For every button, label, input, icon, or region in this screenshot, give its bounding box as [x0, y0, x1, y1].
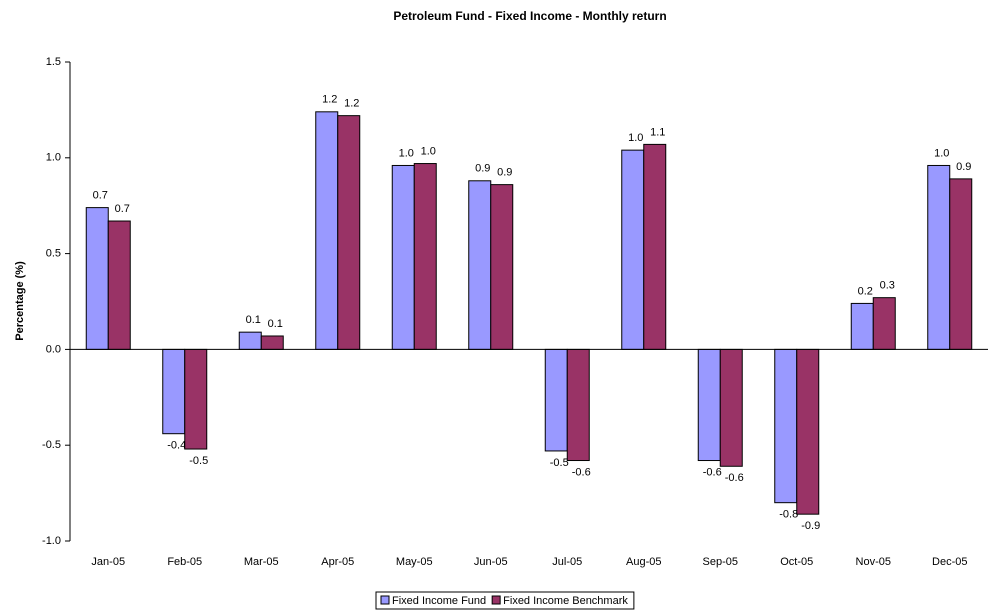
value-label: 0.9	[475, 163, 490, 175]
bar	[949, 178, 973, 350]
bar	[85, 207, 109, 350]
bar	[184, 348, 208, 450]
bar	[544, 348, 568, 452]
value-label: 1.2	[322, 94, 337, 106]
bar	[621, 149, 645, 350]
y-tick-label: -0.5	[42, 439, 61, 451]
bar	[260, 335, 284, 350]
x-tick-label: Jun-05	[474, 556, 508, 568]
bar	[107, 220, 131, 350]
bar	[927, 164, 951, 350]
legend-box	[375, 591, 635, 610]
value-label: 0.1	[246, 314, 261, 326]
value-label: 0.7	[93, 190, 108, 202]
x-tick-label: Feb-05	[167, 556, 202, 568]
y-tick-label: 1.0	[46, 152, 61, 164]
x-tick-label: Jan-05	[91, 556, 125, 568]
value-label: 1.2	[344, 98, 359, 110]
bar	[796, 348, 820, 515]
value-label: -0.5	[189, 455, 208, 467]
bar	[238, 331, 262, 350]
value-label: 1.0	[399, 147, 414, 159]
value-label: -0.6	[725, 472, 744, 484]
bar	[468, 180, 492, 350]
legend-label: Fixed Income Benchmark	[503, 595, 628, 607]
x-tick-label: Jul-05	[552, 556, 582, 568]
x-tick-label: Aug-05	[626, 556, 661, 568]
value-label: -0.9	[801, 520, 820, 532]
legend-swatch	[491, 595, 501, 605]
bar	[566, 348, 590, 462]
x-tick-label: Nov-05	[856, 556, 891, 568]
bar	[162, 348, 186, 435]
y-tick-label: -1.0	[42, 535, 61, 547]
value-label: -0.4	[167, 440, 186, 452]
bar	[337, 115, 361, 350]
value-label: 1.0	[628, 132, 643, 144]
bar	[872, 297, 896, 350]
bar	[315, 111, 339, 350]
value-label: -0.5	[550, 457, 569, 469]
value-label: 1.1	[650, 126, 665, 138]
value-label: 1.0	[421, 145, 436, 157]
value-label: 1.0	[934, 147, 949, 159]
bar	[490, 184, 514, 350]
y-axis-title: Percentage (%)	[14, 261, 26, 341]
x-tick-label: May-05	[396, 556, 433, 568]
x-tick-label: Mar-05	[244, 556, 279, 568]
bar	[774, 348, 798, 504]
value-label: 0.3	[880, 280, 895, 292]
value-label: 0.9	[497, 167, 512, 179]
chart-title: Petroleum Fund - Fixed Income - Monthly …	[393, 9, 666, 23]
y-tick-label: 0.5	[46, 248, 61, 260]
y-tick-label: 1.5	[46, 56, 61, 68]
value-label: 0.2	[858, 285, 873, 297]
bar	[719, 348, 743, 467]
bar	[413, 163, 437, 350]
y-tick-label: 0.0	[46, 343, 61, 355]
bar	[850, 302, 874, 350]
value-label: 0.1	[268, 318, 283, 330]
legend-label: Fixed Income Fund	[392, 595, 486, 607]
bar	[643, 143, 667, 350]
value-label: -0.6	[703, 466, 722, 478]
value-label: -0.8	[779, 509, 798, 521]
x-tick-label: Apr-05	[321, 556, 354, 568]
bar	[697, 348, 721, 462]
value-label: -0.6	[572, 466, 591, 478]
value-label: 0.7	[115, 203, 130, 215]
x-tick-label: Dec-05	[932, 556, 967, 568]
legend-swatch	[380, 595, 390, 605]
x-tick-label: Sep-05	[703, 556, 738, 568]
x-tick-label: Oct-05	[780, 556, 813, 568]
bar	[391, 164, 415, 350]
value-label: 0.9	[956, 161, 971, 173]
